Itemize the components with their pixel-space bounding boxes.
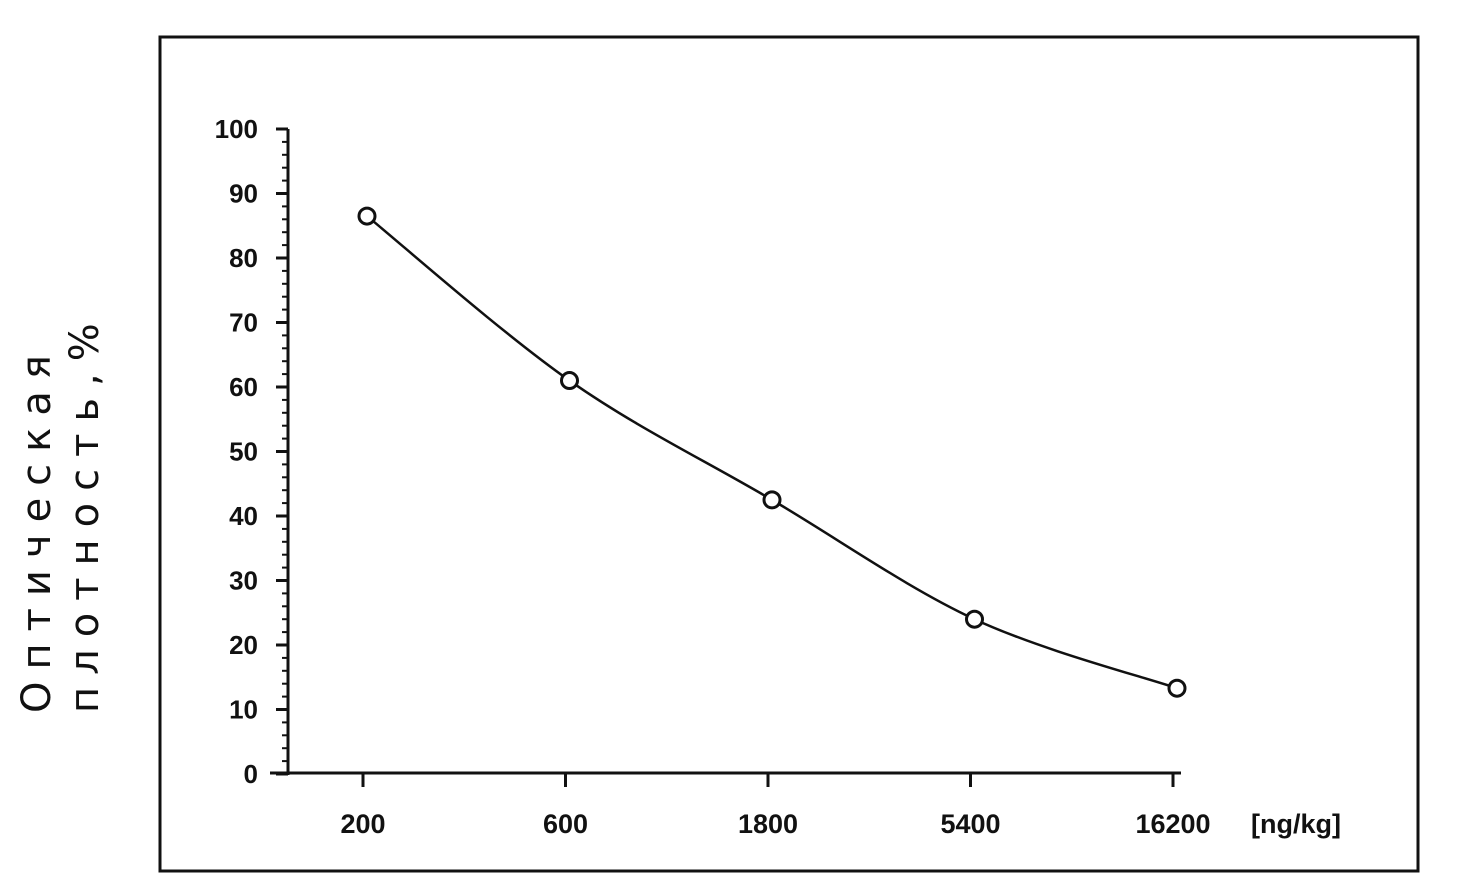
y-tick-label: 30 bbox=[229, 566, 258, 596]
series-line bbox=[366, 215, 1178, 690]
y-tick-label: 80 bbox=[229, 243, 258, 273]
x-tick-label: 5400 bbox=[940, 809, 1000, 839]
x-unit-label: [ng/kg] bbox=[1251, 809, 1341, 839]
x-tick-label: 16200 bbox=[1135, 809, 1210, 839]
plot-frame bbox=[158, 35, 1420, 873]
data-point bbox=[560, 371, 579, 391]
y-tick-label: 0 bbox=[244, 759, 258, 789]
y-tick-label: 10 bbox=[229, 695, 258, 725]
x-axis: 200 600 1800 5400 16200 bbox=[270, 771, 1211, 839]
data-point bbox=[762, 490, 782, 510]
y-tick-label: 20 bbox=[229, 630, 258, 660]
x-tick-label: 1800 bbox=[738, 809, 798, 839]
data-point bbox=[357, 206, 377, 226]
y-tick-label: 40 bbox=[229, 501, 258, 531]
y-axis-label-line-2: плотность,% bbox=[62, 311, 108, 713]
data-point bbox=[965, 609, 984, 629]
y-tick-label: 50 bbox=[229, 437, 258, 467]
y-axis-label-line-1: Оптическая bbox=[14, 343, 60, 713]
y-axis: 0 10 20 30 40 50 60 70 80 90 100 bbox=[215, 114, 290, 789]
y-tick-label: 100 bbox=[215, 114, 258, 144]
x-tick-label: 600 bbox=[543, 809, 588, 839]
data-point bbox=[1167, 678, 1187, 698]
y-tick-label: 90 bbox=[229, 179, 258, 209]
y-tick-label: 60 bbox=[229, 372, 258, 402]
y-tick-label: 70 bbox=[229, 308, 258, 338]
series-layer bbox=[357, 206, 1187, 698]
x-tick-label: 200 bbox=[340, 809, 385, 839]
